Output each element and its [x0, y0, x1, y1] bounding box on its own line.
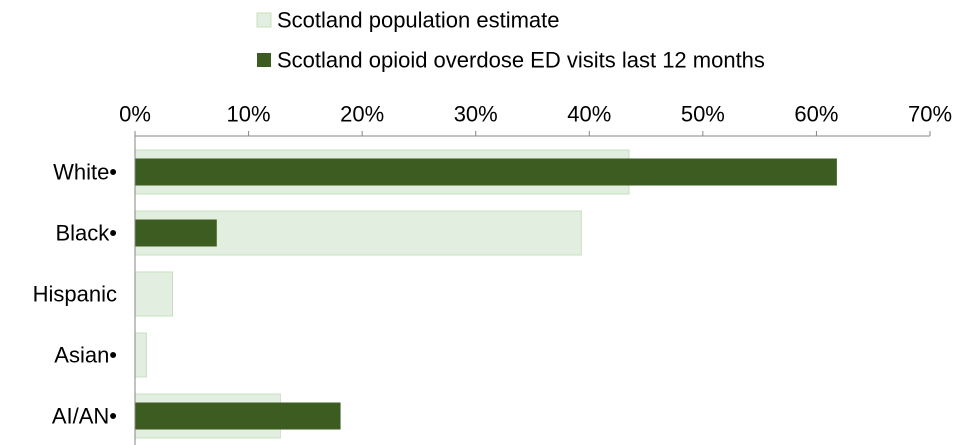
category-label: AI/AN•	[52, 404, 117, 429]
bar-population-3	[134, 271, 173, 317]
category-axis: White• Black• Hispanic Asian• AI/AN•	[33, 136, 136, 445]
bar-ed-visits-2	[135, 219, 217, 247]
legend-swatch-2	[257, 53, 271, 67]
x-tick-label: 40%	[567, 102, 611, 127]
legend: Scotland population estimate Scotland opi…	[256, 8, 765, 73]
category-label: Hispanic	[33, 282, 117, 307]
bar-ed-visits-1	[135, 158, 837, 186]
legend-label-2: Scotland opioid overdose ED visits last …	[277, 48, 765, 73]
x-tick-label: 60%	[794, 102, 838, 127]
x-axis: 0% 10% 20% 30% 40% 50% 60% 70%	[119, 102, 952, 137]
legend-label-1: Scotland population estimate	[277, 8, 560, 33]
bar-population-4	[134, 332, 147, 378]
x-tick-label: 30%	[454, 102, 498, 127]
x-tick-label: 50%	[681, 102, 725, 127]
category-label: White•	[53, 160, 117, 185]
legend-swatch-1	[256, 12, 272, 28]
plot-area	[134, 149, 837, 439]
x-tick-label: 70%	[908, 102, 952, 127]
x-tick-label: 10%	[227, 102, 271, 127]
x-tick-label: 20%	[340, 102, 384, 127]
category-label: Asian•	[54, 343, 117, 368]
category-label: Black•	[56, 221, 118, 246]
bar-ed-visits-5	[135, 402, 341, 430]
x-tick-label: 0%	[119, 102, 151, 127]
